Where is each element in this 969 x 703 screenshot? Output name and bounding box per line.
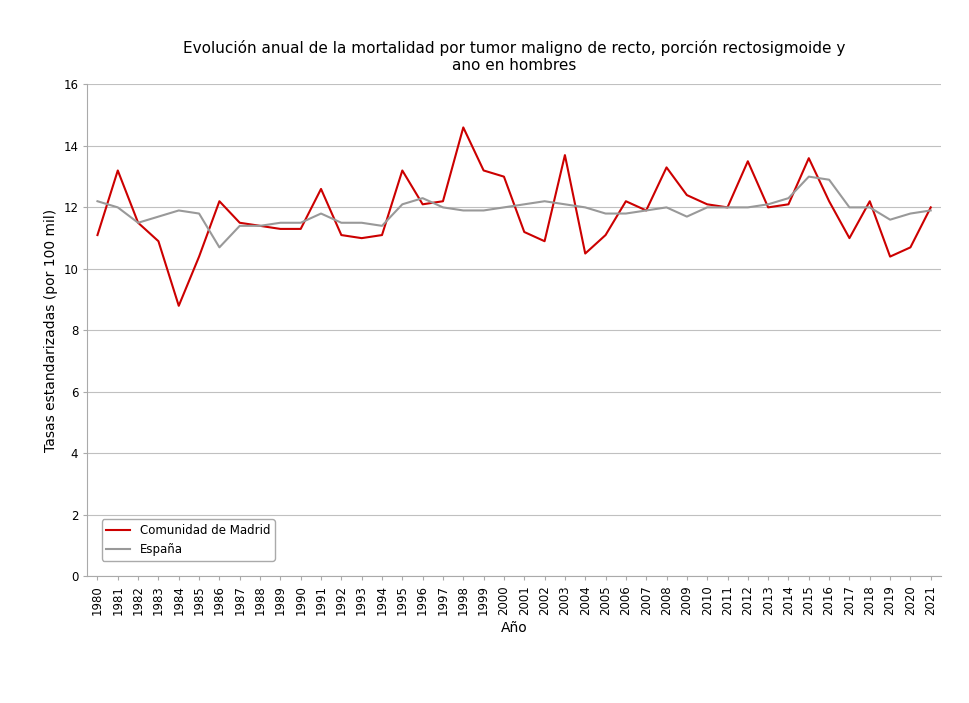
Comunidad de Madrid	[578, 250, 590, 258]
España	[396, 200, 408, 209]
Comunidad de Madrid	[904, 243, 916, 252]
España	[417, 194, 428, 202]
Comunidad de Madrid	[335, 231, 347, 239]
Comunidad de Madrid	[172, 302, 184, 310]
España	[863, 203, 875, 212]
España	[152, 212, 164, 221]
España	[640, 206, 651, 214]
España	[660, 203, 672, 212]
Comunidad de Madrid	[701, 200, 712, 209]
Comunidad de Madrid	[234, 219, 245, 227]
Comunidad de Madrid	[193, 252, 204, 261]
Comunidad de Madrid	[721, 203, 733, 212]
Comunidad de Madrid	[478, 166, 489, 174]
Comunidad de Madrid	[823, 197, 834, 205]
España	[498, 203, 510, 212]
Comunidad de Madrid	[802, 154, 814, 162]
España	[478, 206, 489, 214]
Comunidad de Madrid	[660, 163, 672, 172]
Comunidad de Madrid	[274, 225, 286, 233]
Comunidad de Madrid	[538, 237, 549, 245]
Comunidad de Madrid	[599, 231, 610, 239]
España	[884, 215, 895, 224]
España	[172, 206, 184, 214]
Comunidad de Madrid	[680, 191, 692, 200]
España	[111, 203, 123, 212]
España	[701, 203, 712, 212]
Comunidad de Madrid	[517, 228, 529, 236]
España	[91, 197, 103, 205]
Comunidad de Madrid	[558, 151, 570, 160]
Line: España: España	[97, 176, 930, 247]
Comunidad de Madrid	[417, 200, 428, 209]
España	[578, 203, 590, 212]
Comunidad de Madrid	[132, 219, 143, 227]
España	[335, 219, 347, 227]
España	[680, 212, 692, 221]
Comunidad de Madrid	[437, 197, 449, 205]
Comunidad de Madrid	[396, 166, 408, 174]
Comunidad de Madrid	[741, 157, 753, 165]
España	[274, 219, 286, 227]
España	[619, 209, 631, 218]
Comunidad de Madrid	[295, 225, 306, 233]
España	[904, 209, 916, 218]
España	[376, 221, 388, 230]
Comunidad de Madrid	[457, 123, 469, 131]
España	[762, 200, 773, 209]
Comunidad de Madrid	[924, 203, 936, 212]
Comunidad de Madrid	[498, 172, 510, 181]
Comunidad de Madrid	[884, 252, 895, 261]
España	[823, 176, 834, 184]
España	[924, 206, 936, 214]
Comunidad de Madrid	[356, 234, 367, 243]
España	[132, 219, 143, 227]
España	[558, 200, 570, 209]
España	[538, 197, 549, 205]
Comunidad de Madrid	[254, 221, 266, 230]
España	[193, 209, 204, 218]
Comunidad de Madrid	[111, 166, 123, 174]
Comunidad de Madrid	[213, 197, 225, 205]
Comunidad de Madrid	[863, 197, 875, 205]
España	[457, 206, 469, 214]
España	[254, 221, 266, 230]
Comunidad de Madrid	[762, 203, 773, 212]
España	[741, 203, 753, 212]
Comunidad de Madrid	[91, 231, 103, 239]
España	[437, 203, 449, 212]
España	[782, 194, 794, 202]
Y-axis label: Tasas estandarizadas (por 100 mil): Tasas estandarizadas (por 100 mil)	[44, 209, 58, 452]
España	[356, 219, 367, 227]
España	[315, 209, 327, 218]
España	[802, 172, 814, 181]
Comunidad de Madrid	[782, 200, 794, 209]
España	[517, 200, 529, 209]
Title: Evolución anual de la mortalidad por tumor maligno de recto, porción rectosigmoi: Evolución anual de la mortalidad por tum…	[183, 40, 844, 74]
España	[721, 203, 733, 212]
España	[843, 203, 855, 212]
Comunidad de Madrid	[152, 237, 164, 245]
Comunidad de Madrid	[843, 234, 855, 243]
Comunidad de Madrid	[640, 206, 651, 214]
Comunidad de Madrid	[619, 197, 631, 205]
Comunidad de Madrid	[376, 231, 388, 239]
Line: Comunidad de Madrid: Comunidad de Madrid	[97, 127, 930, 306]
Comunidad de Madrid	[315, 185, 327, 193]
Legend: Comunidad de Madrid, España: Comunidad de Madrid, España	[102, 520, 274, 561]
España	[599, 209, 610, 218]
X-axis label: Año: Año	[500, 621, 527, 635]
España	[295, 219, 306, 227]
España	[213, 243, 225, 252]
España	[234, 221, 245, 230]
